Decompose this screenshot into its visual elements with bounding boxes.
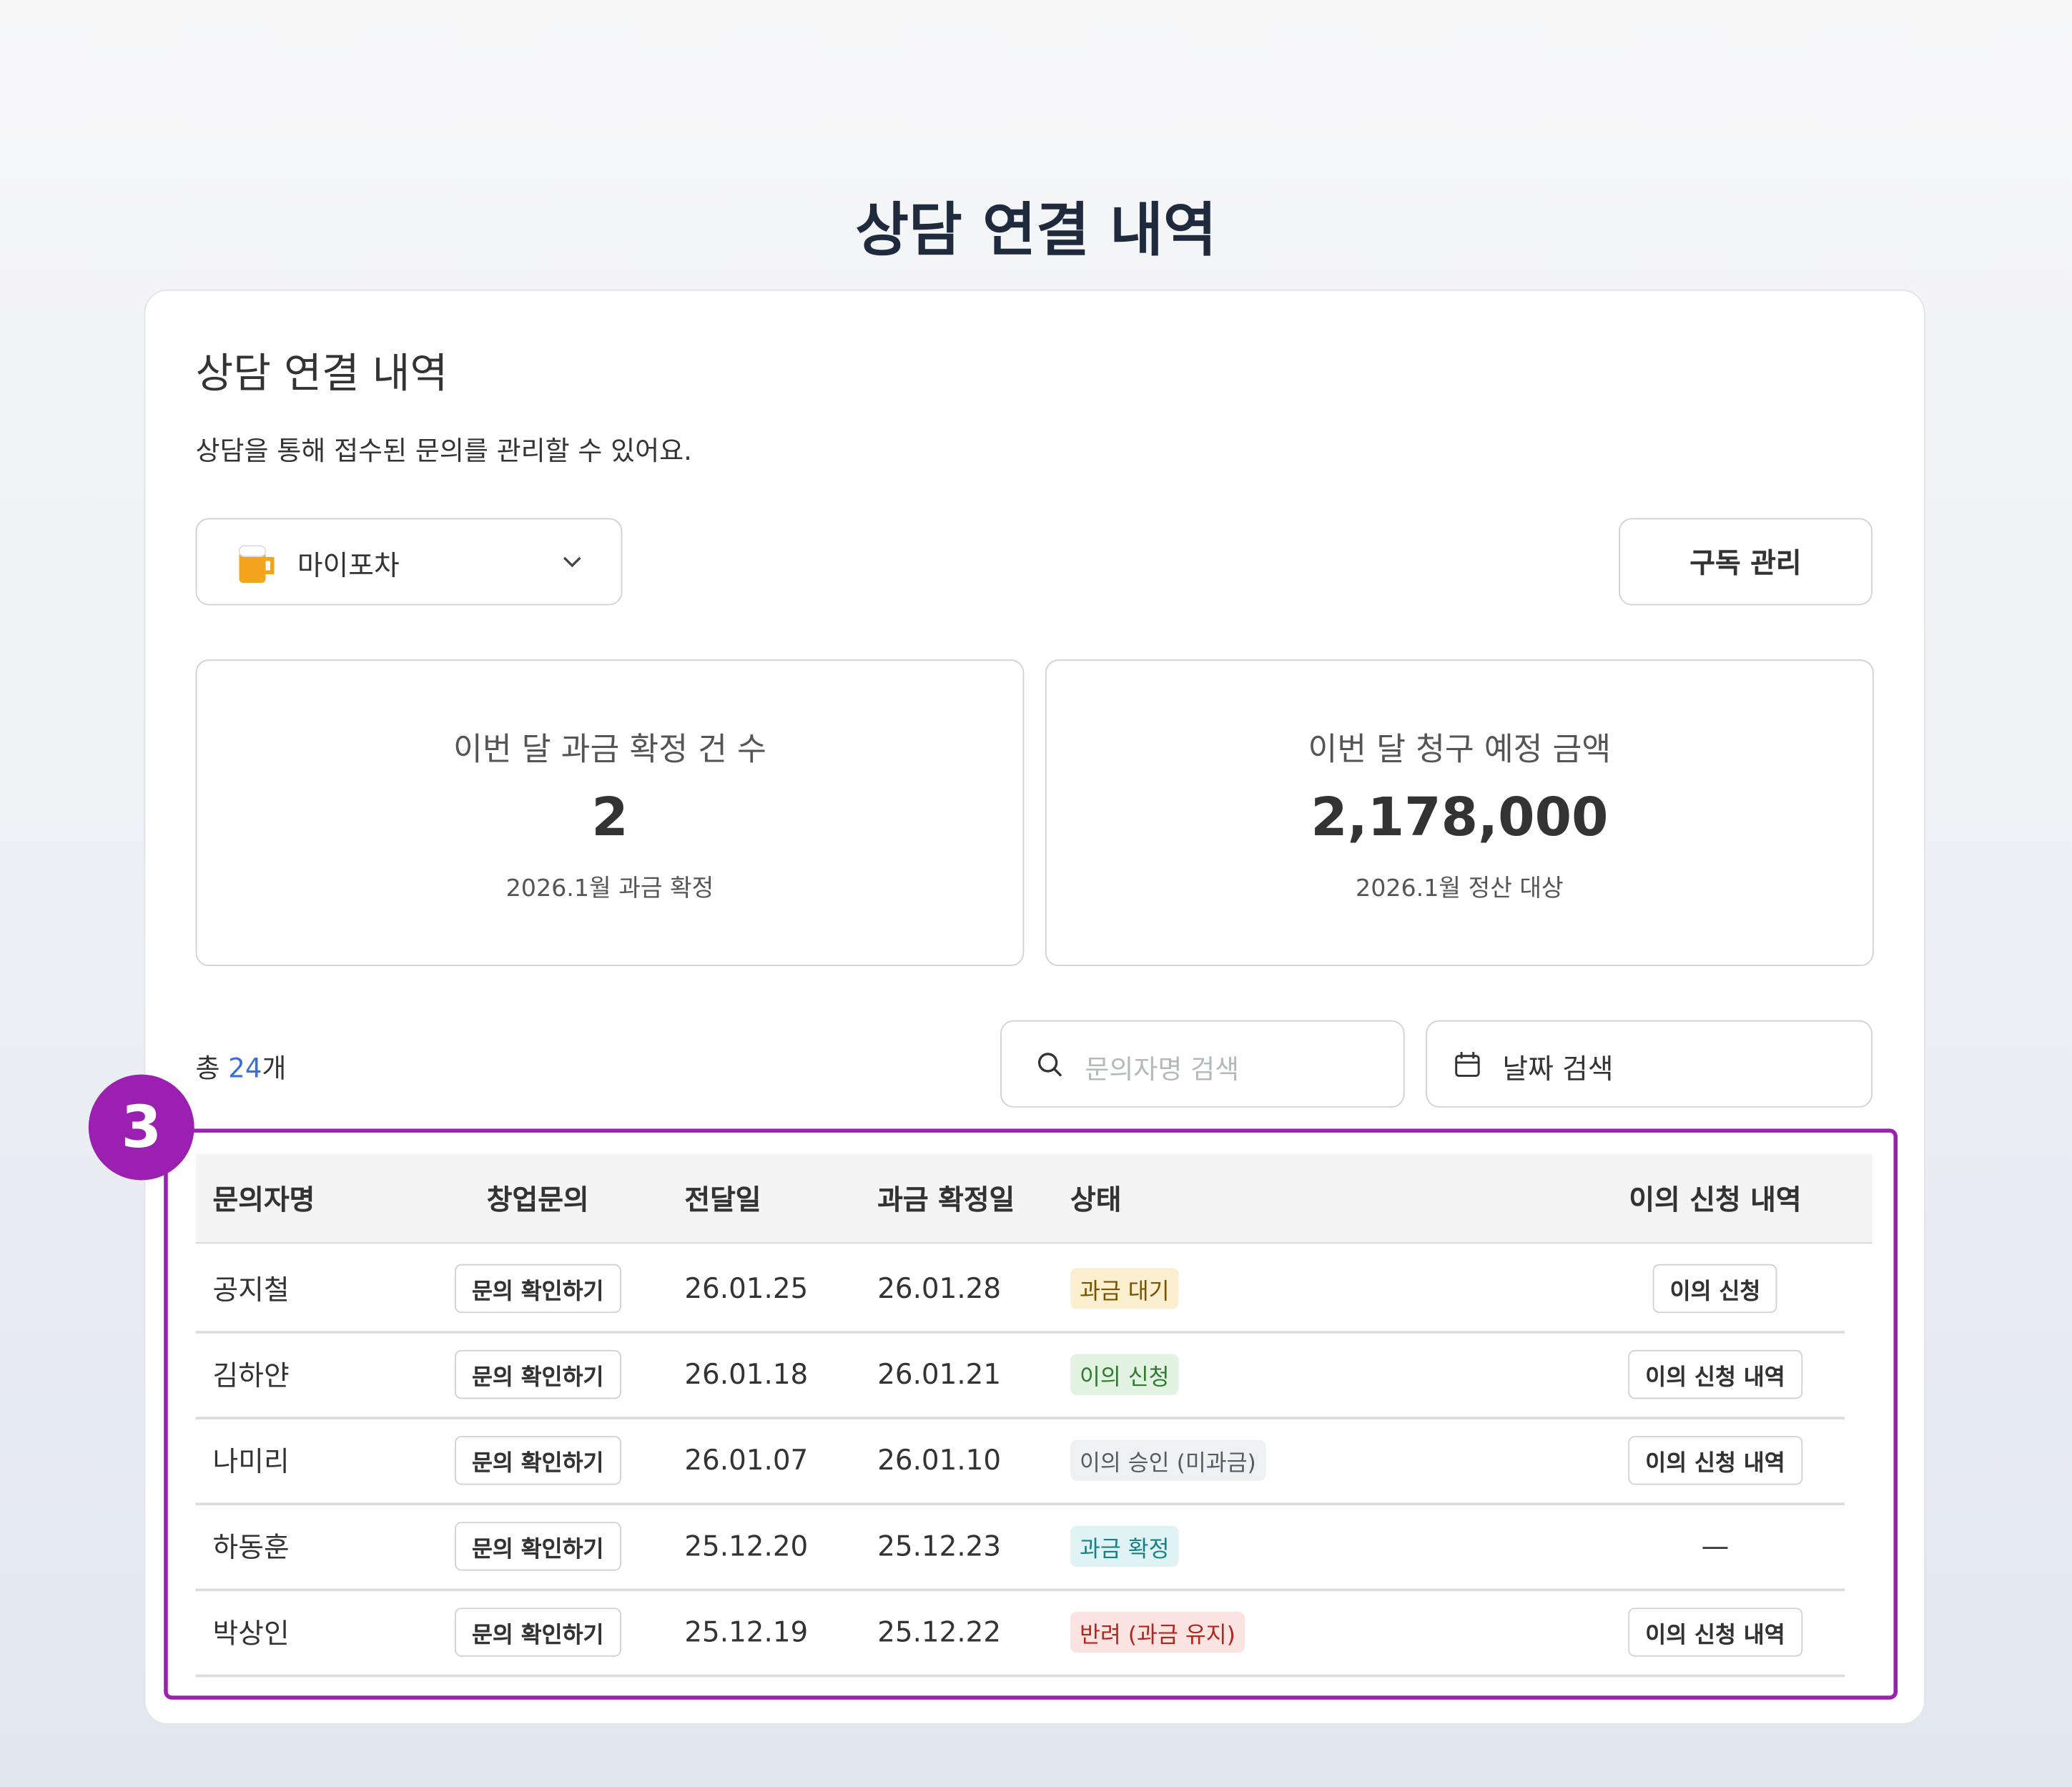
date-search[interactable]: 날짜 검색 [1426,1020,1873,1108]
search-placeholder: 문의자명 검색 [1085,1053,1240,1086]
inquiry-button[interactable]: 문의 확인하기 [454,1264,621,1314]
card-title: 상담 연결 내역 [195,350,448,398]
sent-date: 26.01.18 [684,1358,809,1391]
sent-date: 26.01.07 [684,1444,809,1477]
total-count: 총 24개 [196,1047,287,1086]
chevron [563,556,581,568]
date-search-label: 날짜 검색 [1502,1053,1614,1086]
column-header: 과금 확정일 [877,1183,1015,1216]
highlight-frame [164,1128,1898,1700]
store-name: 마이포차 [297,549,400,582]
stat-label: 이번 달 과금 확정 건 수 [453,731,766,768]
page-title: 상담 연결 내역 [855,197,1217,265]
card-description: 상담을 통해 접수된 문의를 관리할 수 있어요. [195,435,692,467]
column-header: 상태 [1070,1183,1122,1216]
confirm-date: 26.01.28 [877,1272,1002,1305]
appeal-button[interactable]: 이의 신청 내역 [1628,1436,1802,1485]
stat-note: 2026.1월 과금 확정 [505,875,714,903]
row-divider [195,1588,1845,1591]
stat-note: 2026.1월 정산 대상 [1356,875,1564,903]
step-badge: 3 [88,1074,194,1181]
row-divider [195,1417,1845,1419]
sent-date: 25.12.20 [684,1530,809,1562]
column-header: 창업문의 [486,1183,589,1216]
subscription-button[interactable]: 구독 관리 [1619,518,1873,606]
search-icon [1037,1053,1062,1077]
column-header: 이의 신청 내역 [1629,1183,1802,1216]
appeal-button[interactable]: 이의 신청 내역 [1628,1349,1802,1399]
table-header [195,1153,1873,1244]
inquirer-name: 하동훈 [212,1532,290,1564]
column-header: 전달일 [684,1183,761,1216]
stat-value: 2 [591,787,628,849]
row-divider [195,1331,1845,1333]
stat-box [195,659,1025,967]
total-number: 24 [228,1052,262,1084]
stat-label: 이번 달 청구 예정 금액 [1308,731,1612,768]
row-divider [195,1674,1845,1677]
inquirer-name: 나미리 [212,1445,290,1478]
total-prefix: 총 [195,1052,220,1084]
calendar-icon [1455,1052,1480,1077]
status-badge: 이의 신청 [1070,1354,1179,1395]
confirm-date: 26.01.10 [877,1444,1002,1477]
column-header: 문의자명 [212,1183,315,1216]
inquirer-name: 김하얀 [212,1359,290,1392]
stat-value: 2,178,000 [1311,787,1609,849]
stat-box [1045,659,1874,967]
confirm-date: 26.01.21 [877,1358,1002,1391]
inquiry-button[interactable]: 문의 확인하기 [454,1349,621,1399]
status-badge: 과금 대기 [1070,1268,1179,1309]
confirm-date: 25.12.22 [877,1616,1002,1648]
appeal-empty: — [1701,1530,1730,1562]
appeal-button[interactable]: 이의 신청 내역 [1628,1608,1802,1657]
inquirer-name: 공지철 [212,1274,290,1306]
row-divider [195,1502,1845,1505]
sent-date: 25.12.19 [684,1616,809,1648]
store-select[interactable]: 마이포차 [195,518,623,606]
total-suffix: 개 [262,1052,287,1084]
inquiry-button[interactable]: 문의 확인하기 [454,1522,621,1571]
inquiry-button[interactable]: 문의 확인하기 [454,1436,621,1485]
search-input[interactable]: 문의자명 검색 [1000,1020,1405,1108]
beer-icon [238,545,275,584]
status-badge: 반려 (과금 유지) [1070,1611,1245,1653]
inquiry-button[interactable]: 문의 확인하기 [454,1608,621,1657]
sent-date: 26.01.25 [684,1272,809,1305]
status-badge: 이의 승인 (미과금) [1070,1439,1266,1481]
confirm-date: 25.12.23 [877,1530,1002,1562]
inquirer-name: 박상인 [212,1618,290,1650]
appeal-button[interactable]: 이의 신청 [1652,1264,1778,1314]
status-badge: 과금 확정 [1070,1525,1179,1567]
